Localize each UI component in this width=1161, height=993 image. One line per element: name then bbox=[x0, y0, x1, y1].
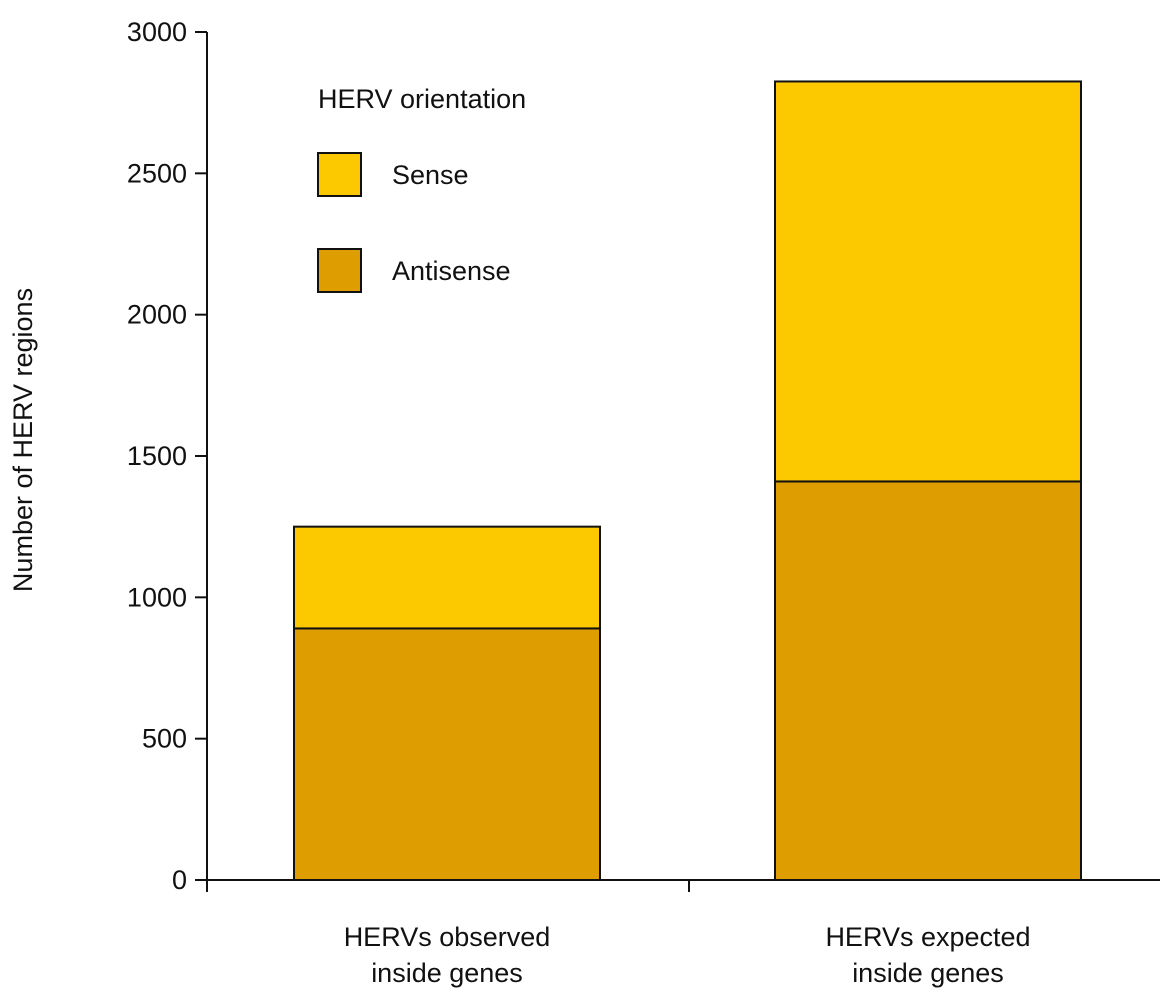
bars bbox=[293, 80, 1082, 882]
x-category-label: HERVs expected inside genes bbox=[825, 922, 1030, 988]
legend-swatch-sense bbox=[317, 152, 362, 197]
y-tick-label: 2000 bbox=[127, 300, 187, 330]
y-tick-label: 3000 bbox=[127, 17, 187, 47]
x-category-label-line: inside genes bbox=[852, 958, 1004, 988]
x-category-label-line: HERVs expected bbox=[825, 922, 1030, 952]
x-category-label-line: inside genes bbox=[371, 958, 523, 988]
legend-label: Antisense bbox=[392, 256, 511, 286]
legend-label: Sense bbox=[392, 160, 469, 190]
x-category-label: HERVs observed inside genes bbox=[344, 922, 551, 988]
y-tick-label: 1500 bbox=[127, 441, 187, 471]
bar-segment-sense bbox=[293, 525, 601, 630]
y-tick-label: 2500 bbox=[127, 158, 187, 188]
bar-segment-sense bbox=[774, 80, 1082, 483]
legend-swatch-antisense bbox=[317, 248, 362, 293]
y-tick-label: 1000 bbox=[127, 582, 187, 612]
y-axis: 0 500 1000 1500 2000 2500 3000 bbox=[127, 17, 208, 895]
legend-title: HERV orientation bbox=[318, 84, 526, 114]
bar-segment-antisense bbox=[293, 627, 601, 882]
bar-segment-antisense bbox=[774, 480, 1082, 881]
y-tick-label: 0 bbox=[172, 865, 187, 895]
y-tick-label: 500 bbox=[142, 724, 187, 754]
x-category-label-line: HERVs observed bbox=[344, 922, 551, 952]
y-axis-title: Number of HERV regions bbox=[8, 288, 38, 592]
legend: HERV orientation Sense Antisense bbox=[317, 84, 526, 293]
